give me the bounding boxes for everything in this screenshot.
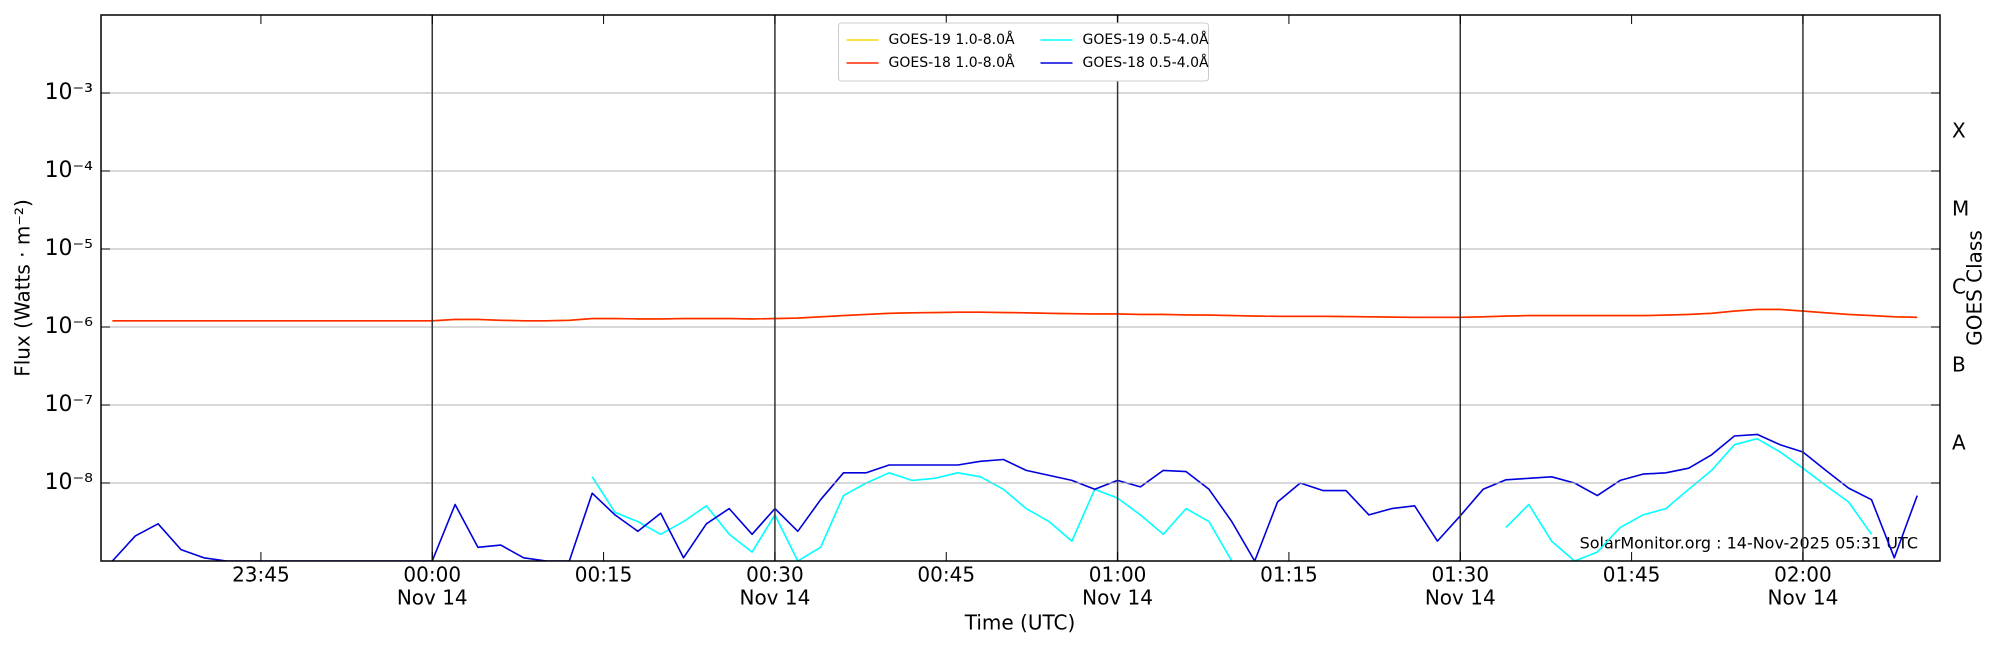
data-line <box>591 437 1873 561</box>
x-tick-label: 01:15 <box>1260 563 1318 587</box>
legend-label: GOES-19 0.5-4.0Å <box>1083 31 1209 48</box>
annotation: SolarMonitor.org : 14-Nov-2025 05:31 UTC <box>1580 534 1918 553</box>
data-line <box>112 308 1918 322</box>
x-tick-label: 00:45 <box>917 563 975 587</box>
y2-tick-label: X <box>1952 119 1966 143</box>
x-tick-date: Nov 14 <box>739 586 810 610</box>
y-tick-label: 10⁻³ <box>45 80 93 105</box>
y2-axis-label: GOES Class <box>1963 230 1987 346</box>
y-tick-label: 10⁻⁶ <box>45 314 94 339</box>
x-tick-label: 00:30 <box>746 563 804 587</box>
y-axis-label: Flux (Watts · m⁻²) <box>11 199 35 377</box>
y-tick-label: 10⁻⁸ <box>45 470 94 495</box>
x-tick-label: 00:15 <box>575 563 633 587</box>
x-axis-label: Time (UTC) <box>964 611 1076 635</box>
x-tick-date: Nov 14 <box>397 586 468 610</box>
legend: GOES-19 1.0-8.0Å GOES-18 1.0-8.0Å GOES-19 … <box>838 22 1209 82</box>
x-tick-label: 01:45 <box>1603 563 1661 587</box>
x-tick-label: 02:00 <box>1774 563 1832 587</box>
plot-frame <box>100 14 1941 562</box>
x-tick-date: Nov 14 <box>1768 586 1839 610</box>
y-tick-label: 10⁻⁵ <box>45 236 93 261</box>
legend-label: GOES-18 0.5-4.0Å <box>1083 54 1209 71</box>
legend-label: GOES-18 1.0-8.0Å <box>889 54 1015 71</box>
x-tick-label: 00:00 <box>403 563 461 587</box>
y2-tick-label: B <box>1952 353 1966 377</box>
x-tick-label: 01:00 <box>1089 563 1147 587</box>
x-tick-date: Nov 14 <box>1082 586 1153 610</box>
legend-box <box>838 22 1209 82</box>
x-tick-date: Nov 14 <box>1425 586 1496 610</box>
y2-tick-label: M <box>1952 197 1969 221</box>
x-tick-label: 23:45 <box>232 563 290 587</box>
y-tick-label: 10⁻⁷ <box>45 392 93 417</box>
y2-tick-label: C <box>1952 275 1966 299</box>
y2-tick-label: A <box>1952 431 1966 455</box>
y-tick-label: 10⁻⁴ <box>45 158 94 183</box>
legend-label: GOES-19 1.0-8.0Å <box>889 31 1015 48</box>
x-tick-label: 01:30 <box>1431 563 1489 587</box>
